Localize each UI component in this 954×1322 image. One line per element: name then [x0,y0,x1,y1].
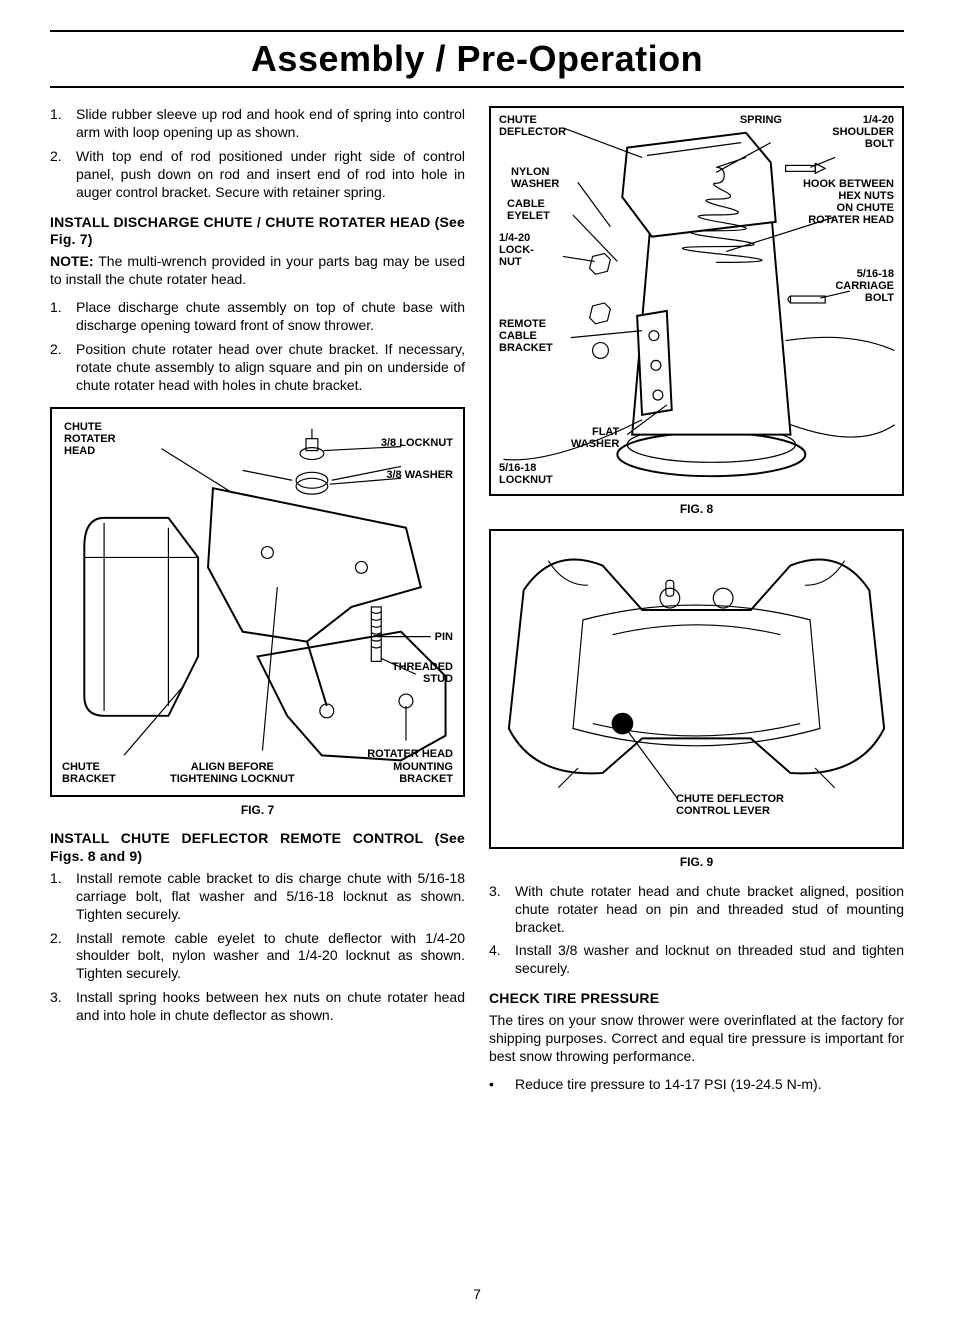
install-chute-list: 1.Place discharge chute assembly on top … [50,299,465,395]
label-516-locknut: 5/16-18 LOCKNUT [499,462,553,486]
list-number: 1. [50,106,76,142]
page-number: 7 [50,1286,904,1302]
label-rotater-head-bracket: ROTATER HEAD MOUNTING BRACKET [367,748,453,784]
bullet-text: Reduce tire pressure to 14-17 PSI (19-24… [515,1076,904,1094]
list-text: Install remote cable bracket to dis char… [76,870,465,924]
label-cable-eyelet: CABLE EYELET [507,198,550,222]
figure-8-caption: FIG. 8 [489,502,904,517]
figure-7: CHUTE ROTATER HEAD 3/8 LOCKNUT 3/8 WASHE… [50,407,465,797]
bullet-icon: • [489,1076,515,1094]
label-shoulder-bolt: 1/4-20 SHOULDER BOLT [832,114,894,150]
list-text: Position chute rotater head over chute b… [76,341,465,395]
right-continued-list: 3.With chute rotater head and chute brac… [489,883,904,979]
heading-check-tire: CHECK TIRE PRESSURE [489,990,904,1008]
list-text: Install 3/8 washer and locknut on thread… [515,942,904,978]
figure-7-svg [52,409,463,795]
list-text: With chute rotater head and chute bracke… [515,883,904,937]
note-block: NOTE: The multi-wrench provided in your … [50,253,465,289]
figure-9: CHUTE DEFLECTOR CONTROL LEVER [489,529,904,849]
list-text: Slide rubber sleeve up rod and hook end … [76,106,465,142]
page-title: Assembly / Pre-Operation [50,36,904,86]
heading-install-deflector: INSTALL CHUTE DEFLECTOR REMOTE CONTROL (… [50,830,465,866]
label-remote-cable-bracket: REMOTE CABLE BRACKET [499,318,553,354]
label-deflector-control-lever: CHUTE DEFLECTOR CONTROL LEVER [676,793,784,817]
list-number: 3. [489,883,515,937]
right-column: CHUTE DEFLECTOR NYLON WASHER CABLE EYELE… [489,106,904,1106]
list-number: 2. [50,148,76,202]
label-pin: PIN [435,631,453,643]
left-column: 1.Slide rubber sleeve up rod and hook en… [50,106,465,1106]
note-text: The multi-wrench provided in your parts … [50,253,465,287]
figure-8: CHUTE DEFLECTOR NYLON WASHER CABLE EYELE… [489,106,904,496]
label-carriage-bolt: 5/16-18 CARRIAGE BOLT [835,268,894,304]
list-number: 1. [50,299,76,335]
label-chute-rotater-head: CHUTE ROTATER HEAD [64,421,116,457]
list-number: 2. [50,930,76,984]
figure-9-caption: FIG. 9 [489,855,904,870]
figure-7-caption: FIG. 7 [50,803,465,818]
list-text: Install remote cable eyelet to chute def… [76,930,465,984]
label-chute-bracket: CHUTE BRACKET [62,761,116,785]
note-label: NOTE: [50,253,94,269]
list-text: With top end of rod positioned under rig… [76,148,465,202]
rule-bottom [50,86,904,88]
install-deflector-list: 1.Install remote cable bracket to dis ch… [50,870,465,1025]
list-number: 1. [50,870,76,924]
intro-list: 1.Slide rubber sleeve up rod and hook en… [50,106,465,202]
list-text: Place discharge chute assembly on top of… [76,299,465,335]
label-chute-deflector: CHUTE DEFLECTOR [499,114,566,138]
label-align-before: ALIGN BEFORE TIGHTENING LOCKNUT [170,761,295,785]
list-number: 3. [50,989,76,1025]
label-threaded-stud: THREADED STUD [392,661,453,685]
label-38-washer: 3/8 WASHER [386,469,453,481]
label-nylon-washer: NYLON WASHER [511,166,559,190]
two-column-layout: 1.Slide rubber sleeve up rod and hook en… [50,106,904,1106]
rule-top [50,30,904,32]
tire-bullet-list: •Reduce tire pressure to 14-17 PSI (19-2… [489,1076,904,1094]
label-hook-between: HOOK BETWEEN HEX NUTS ON CHUTE ROTATER H… [803,178,894,226]
list-number: 4. [489,942,515,978]
label-14-20-locknut: 1/4-20 LOCK- NUT [499,232,534,268]
list-number: 2. [50,341,76,395]
heading-install-chute: INSTALL DISCHARGE CHUTE / CHUTE ROTATER … [50,214,465,250]
label-flat-washer: FLAT WASHER [571,426,619,450]
list-text: Install spring hooks between hex nuts on… [76,989,465,1025]
label-spring: SPRING [740,114,782,126]
label-38-locknut: 3/8 LOCKNUT [381,437,453,449]
tire-paragraph: The tires on your snow thrower were over… [489,1012,904,1066]
